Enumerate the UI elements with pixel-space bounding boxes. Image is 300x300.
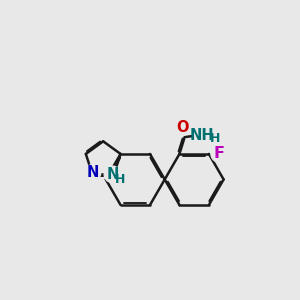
Text: N: N: [86, 165, 99, 180]
Circle shape: [104, 166, 121, 183]
Text: NH: NH: [190, 128, 215, 143]
Text: F: F: [214, 146, 225, 161]
Text: O: O: [176, 120, 189, 135]
Text: H: H: [115, 173, 126, 186]
Text: N: N: [106, 167, 118, 182]
Circle shape: [174, 119, 190, 135]
Text: H: H: [210, 132, 220, 145]
Circle shape: [211, 146, 227, 162]
Circle shape: [194, 126, 213, 145]
Circle shape: [84, 165, 101, 181]
